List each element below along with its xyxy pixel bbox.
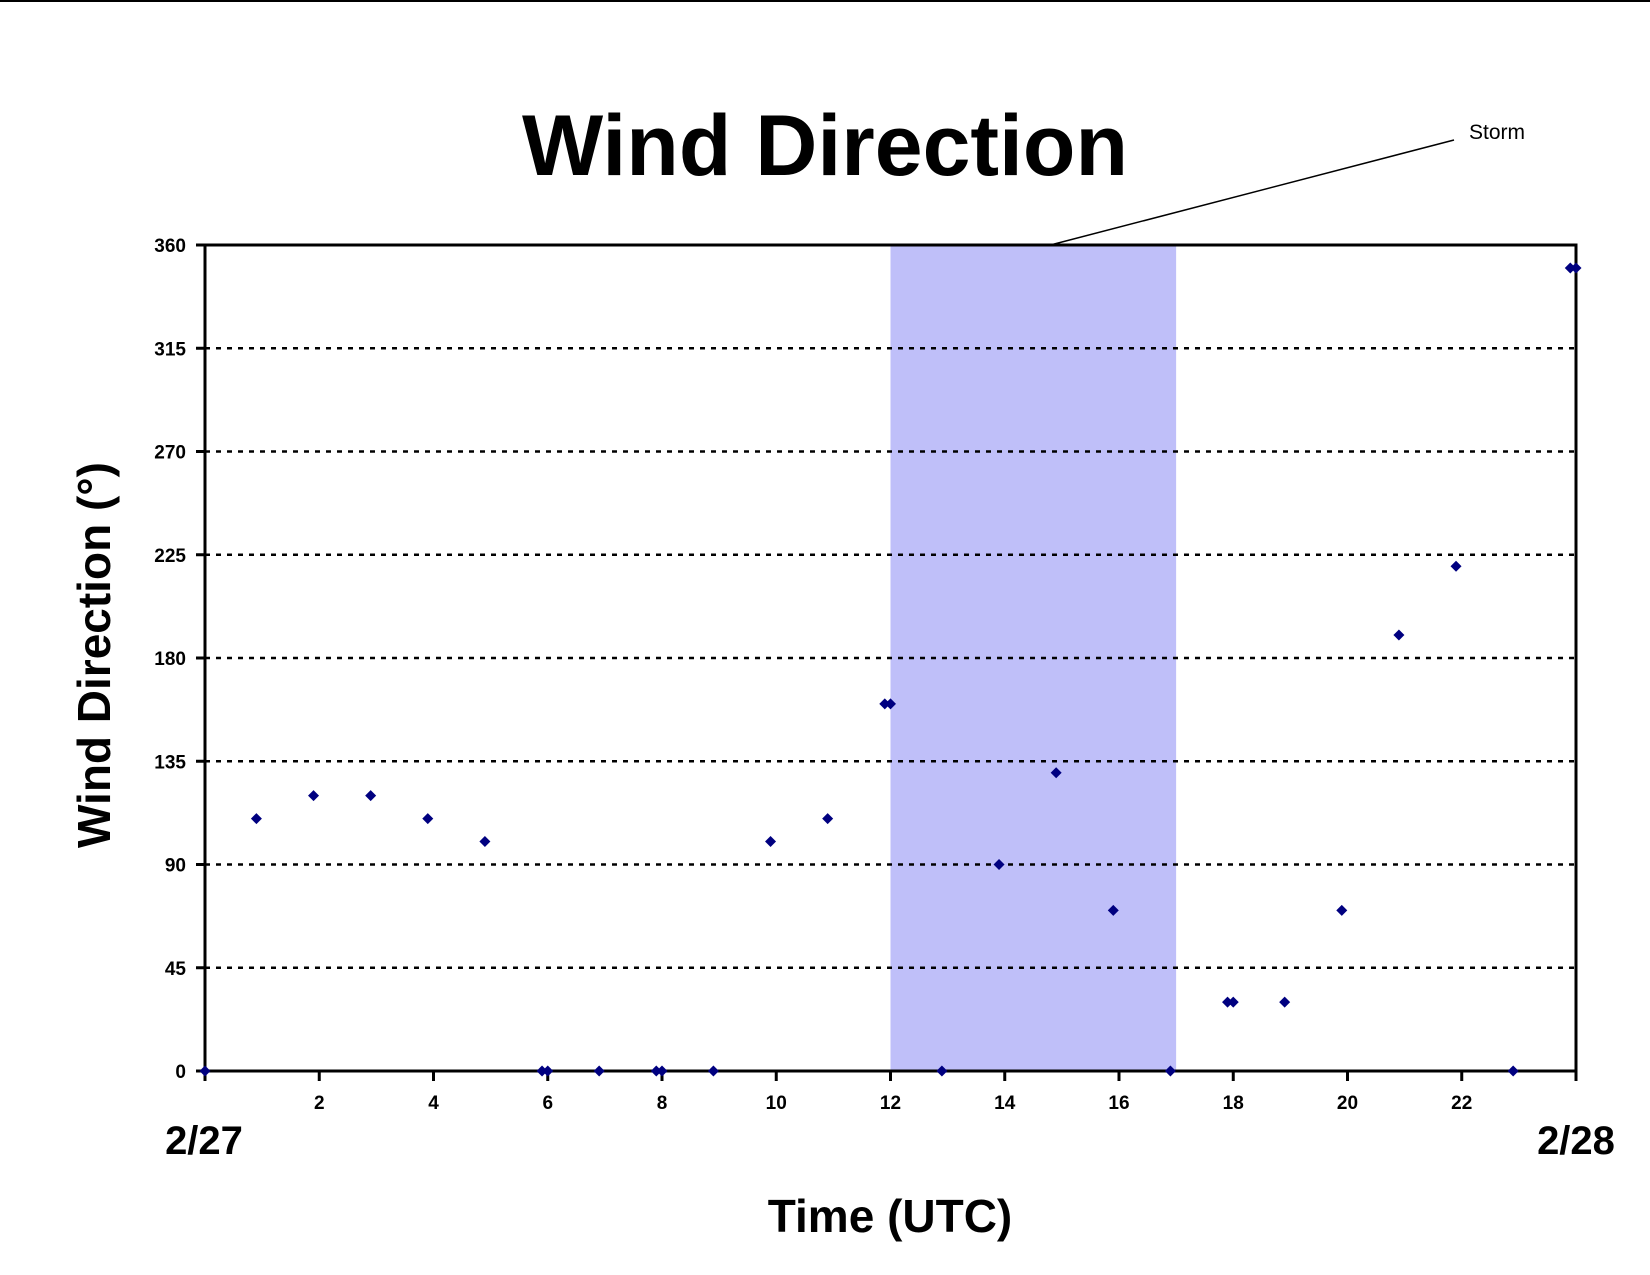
- data-point: [1050, 767, 1062, 779]
- data-point: [1564, 262, 1576, 274]
- data-point: [765, 836, 777, 848]
- data-point: [650, 1065, 662, 1077]
- data-point: [422, 813, 434, 825]
- y-tick-label: 270: [154, 443, 186, 464]
- y-tick-label: 0: [175, 1062, 186, 1083]
- data-point: [479, 836, 491, 848]
- data-point: [365, 790, 377, 802]
- y-tick-label: 180: [154, 649, 186, 670]
- data-point: [1336, 904, 1348, 916]
- data-point: [1570, 262, 1582, 274]
- top-border-line: [0, 0, 1650, 2]
- y-tick-label: 315: [154, 339, 186, 360]
- data-point: [199, 1065, 211, 1077]
- data-point: [308, 790, 320, 802]
- data-point: [1222, 996, 1234, 1008]
- data-point: [250, 813, 262, 825]
- data-point: [707, 1065, 719, 1077]
- data-point: [1393, 629, 1405, 641]
- data-point: [1507, 1065, 1519, 1077]
- x-tick-label: 4: [428, 1093, 439, 1114]
- data-point: [1164, 1065, 1176, 1077]
- data-point: [542, 1065, 554, 1077]
- data-point: [936, 1065, 948, 1077]
- data-point: [656, 1065, 668, 1077]
- x-tick-label: 16: [1108, 1093, 1129, 1114]
- end-date-label: 2/28: [1537, 1119, 1615, 1163]
- data-point: [1107, 904, 1119, 916]
- x-tick-label: 20: [1337, 1093, 1358, 1114]
- chart-title: Wind Direction: [522, 98, 1128, 194]
- x-tick-label: 10: [766, 1093, 787, 1114]
- data-point: [1227, 996, 1239, 1008]
- start-date-label: 2/27: [165, 1119, 243, 1163]
- storm-annotation-leader-line: [1050, 139, 1455, 246]
- y-tick-label: 360: [154, 236, 186, 257]
- y-axis-title: Wind Direction (°): [68, 462, 120, 848]
- storm-annotation-label: Storm: [1469, 121, 1525, 144]
- x-tick-label: 6: [542, 1093, 553, 1114]
- x-tick-label: 22: [1451, 1093, 1472, 1114]
- x-tick-label: 18: [1223, 1093, 1244, 1114]
- data-point: [1279, 996, 1291, 1008]
- data-point: [822, 813, 834, 825]
- x-tick-label: 14: [994, 1093, 1016, 1114]
- x-tick-label: 12: [880, 1093, 901, 1114]
- data-point: [993, 859, 1005, 870]
- data-point: [593, 1065, 605, 1077]
- x-tick-label: 8: [657, 1093, 668, 1114]
- data-point: [885, 698, 896, 710]
- x-tick-label: 2: [314, 1093, 325, 1114]
- y-tick-label: 135: [154, 752, 186, 773]
- y-tick-label: 225: [154, 546, 186, 567]
- x-axis-title: Time (UTC): [768, 1190, 1013, 1242]
- data-point: [879, 698, 891, 710]
- data-point: [1450, 560, 1462, 572]
- y-tick-label: 45: [165, 959, 187, 980]
- data-point: [536, 1065, 548, 1077]
- y-tick-label: 90: [165, 856, 186, 877]
